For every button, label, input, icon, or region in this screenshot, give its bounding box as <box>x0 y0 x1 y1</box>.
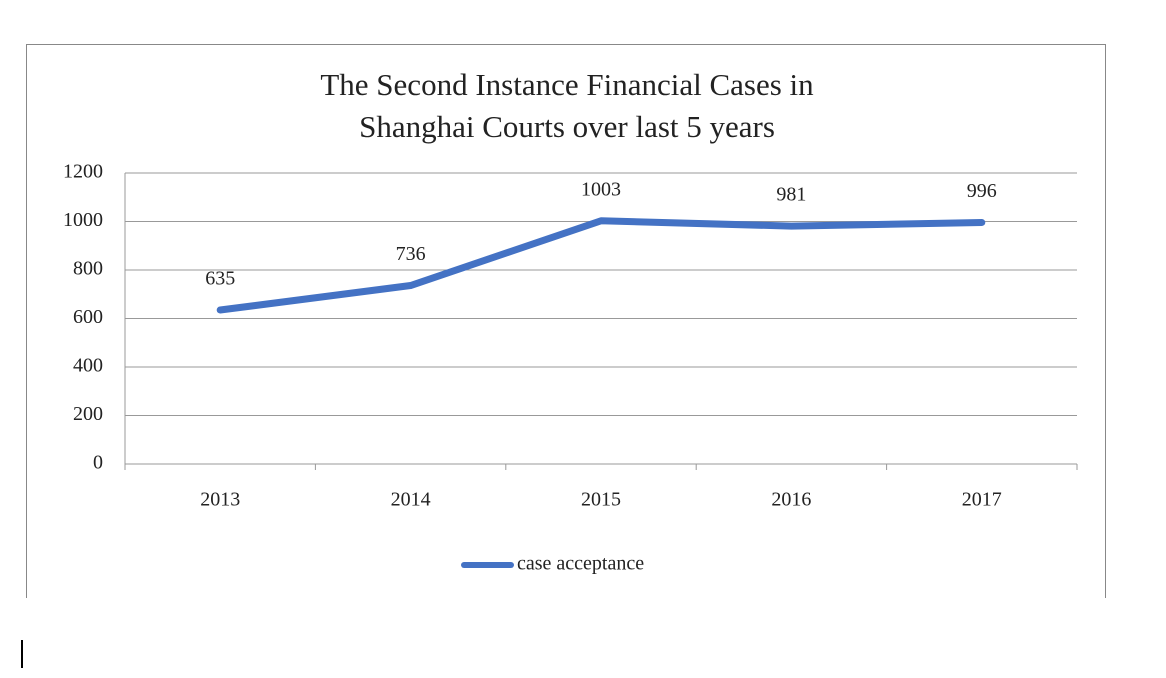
legend-label: case acceptance <box>517 553 644 575</box>
chart-frame <box>26 44 1106 598</box>
data-label: 635 <box>205 268 235 290</box>
chart-title: The Second Instance Financial Cases in S… <box>320 67 814 144</box>
y-tick-label: 400 <box>73 355 103 377</box>
y-tick-label: 200 <box>73 403 103 425</box>
y-tick-label: 600 <box>73 306 103 328</box>
x-tick-label: 2015 <box>581 489 621 511</box>
y-tick-label: 1000 <box>63 209 103 231</box>
data-line <box>216 217 986 314</box>
x-tick-label: 2016 <box>771 489 811 511</box>
data-label: 736 <box>396 243 426 265</box>
y-tick-label: 0 <box>93 452 103 474</box>
x-tick-label: 2017 <box>962 489 1002 511</box>
x-tick-label: 2013 <box>200 489 240 511</box>
x-tick-label: 2014 <box>391 489 431 511</box>
y-tick-label: 800 <box>73 258 103 280</box>
data-label: 981 <box>776 184 806 206</box>
y-tick-label: 1200 <box>63 161 103 183</box>
data-label: 996 <box>967 180 997 202</box>
data-label: 1003 <box>581 178 621 200</box>
